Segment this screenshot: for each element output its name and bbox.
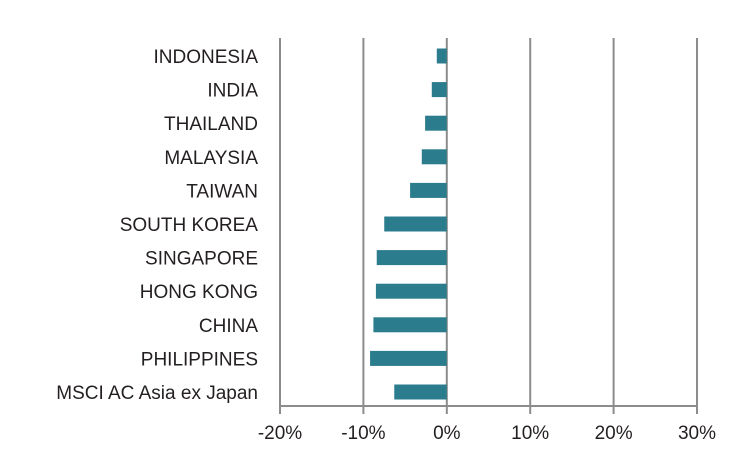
bar: [394, 384, 447, 400]
bar: [375, 283, 447, 299]
x-axis: -20% -10% 0% 10% 20% 30%: [258, 405, 716, 444]
category-label: HONG KONG: [140, 282, 258, 303]
x-tick-label: 30%: [678, 423, 716, 444]
category-label: INDONESIA: [153, 47, 258, 68]
category-label: THAILAND: [164, 114, 258, 135]
category-label: SINGAPORE: [145, 249, 258, 270]
bar: [431, 82, 447, 98]
category-labels: INDONESIA INDIA THAILAND MALAYSIA TAIWAN SOUT…: [56, 47, 258, 404]
category-label: INDIA: [207, 81, 258, 102]
x-tick-label: 10%: [511, 423, 549, 444]
bar: [421, 149, 447, 165]
bar: [370, 350, 447, 366]
bars: [370, 48, 447, 400]
bar: [376, 250, 447, 266]
category-label: TAIWAN: [186, 181, 258, 202]
category-label: PHILIPPINES: [141, 349, 258, 370]
bar: [425, 115, 447, 131]
bar: [384, 216, 447, 232]
bar: [436, 48, 447, 64]
bar: [373, 317, 447, 333]
gridlines: [279, 38, 698, 406]
category-label: MALAYSIA: [164, 148, 258, 169]
x-tick-label: -20%: [258, 423, 302, 444]
x-tick-label: 0%: [433, 423, 461, 444]
category-label: MSCI AC Asia ex Japan: [56, 383, 258, 404]
category-label: SOUTH KOREA: [120, 215, 259, 236]
x-tick-label: 20%: [595, 423, 633, 444]
x-tick-label: -10%: [341, 423, 385, 444]
category-label: CHINA: [199, 316, 258, 337]
bar: [410, 182, 447, 198]
